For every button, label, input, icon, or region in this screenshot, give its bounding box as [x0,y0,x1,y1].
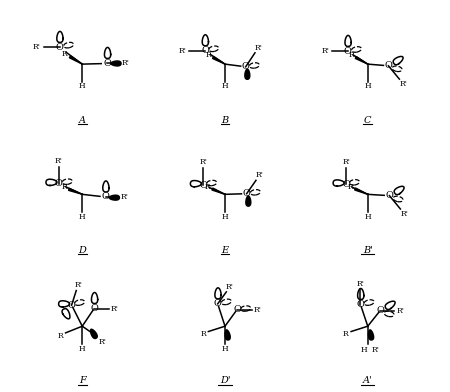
Text: H: H [360,345,367,354]
Polygon shape [212,56,225,64]
Text: H: H [79,212,86,221]
Text: R': R' [401,211,409,218]
Text: D': D' [220,376,230,385]
Polygon shape [355,56,368,64]
Text: O: O [386,191,393,200]
Text: R': R' [255,44,263,52]
Text: C: C [364,116,372,125]
Text: R': R' [178,47,186,55]
Text: R': R' [371,345,379,354]
Text: O: O [201,46,209,55]
Polygon shape [244,68,251,80]
Text: R: R [206,51,211,59]
Text: H: H [222,82,228,91]
Text: R': R' [122,59,130,67]
Text: R: R [61,183,67,191]
Text: R: R [62,50,68,58]
Text: R': R' [33,44,41,51]
Text: B: B [221,116,229,125]
Text: O: O [68,301,76,310]
Text: O: O [242,62,250,71]
Text: R: R [200,330,206,338]
Polygon shape [355,188,368,194]
Text: R': R' [111,305,119,312]
Text: E: E [221,246,229,255]
Text: R': R' [396,307,405,314]
Polygon shape [110,60,122,67]
Text: H: H [222,212,228,221]
Text: O: O [56,43,63,52]
Text: R': R' [356,279,365,288]
Text: F: F [79,376,86,385]
Text: O: O [243,189,251,198]
Polygon shape [90,328,98,339]
Polygon shape [108,194,120,201]
Text: R': R' [121,193,129,201]
Polygon shape [368,329,374,341]
Text: O: O [384,61,392,70]
Text: O: O [344,47,352,56]
Text: R': R' [254,306,261,314]
Polygon shape [69,56,82,64]
Text: O: O [90,304,98,313]
Text: R: R [347,183,353,191]
Text: H: H [364,82,371,91]
Polygon shape [68,188,82,194]
Text: O: O [214,299,221,309]
Text: H: H [222,345,228,353]
Text: R': R' [74,281,82,289]
Text: R': R' [256,171,264,180]
Polygon shape [245,195,252,207]
Text: O: O [104,59,111,68]
Polygon shape [225,329,231,341]
Text: O: O [233,305,241,314]
Text: R': R' [55,157,63,165]
Text: R': R' [199,158,207,166]
Text: O: O [356,300,365,309]
Text: O: O [377,306,384,315]
Text: B': B' [363,246,373,255]
Text: R': R' [400,80,408,89]
Text: O: O [55,179,63,188]
Text: A': A' [363,376,373,385]
Text: R: R [205,183,211,191]
Text: R: R [58,332,63,339]
Text: A: A [79,116,86,125]
Text: O: O [102,192,109,201]
Text: R: R [343,330,349,338]
Text: R': R' [226,283,234,291]
Text: D: D [78,246,86,255]
Text: R: R [348,51,354,59]
Text: H: H [79,82,86,91]
Text: H: H [364,212,371,221]
Text: O: O [342,180,350,189]
Text: R': R' [98,338,106,345]
Text: R': R' [321,47,329,56]
Text: R': R' [342,158,350,166]
Text: O: O [199,180,207,189]
Polygon shape [212,188,225,194]
Text: H: H [79,345,86,353]
